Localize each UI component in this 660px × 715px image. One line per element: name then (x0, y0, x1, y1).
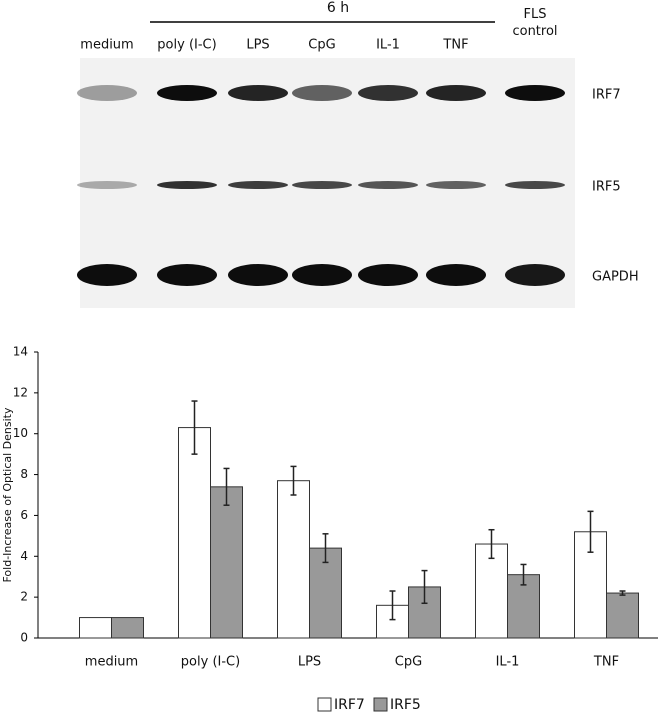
x-tick-label: medium (85, 655, 138, 670)
legend-swatch (373, 697, 388, 712)
y-tick-label: 10 (13, 426, 28, 440)
bar (606, 592, 639, 639)
y-tick-label: 0 (20, 631, 28, 645)
blot-band (358, 264, 418, 286)
x-tick-label: poly (I-C) (181, 655, 240, 670)
y-tick-label: 6 (20, 508, 28, 522)
blot-band (157, 264, 217, 286)
x-tick-label: IL-1 (496, 655, 520, 670)
blot-band (77, 181, 137, 189)
x-tick-label: LPS (298, 655, 321, 670)
lane-label: CpG (308, 38, 335, 53)
bar (111, 617, 144, 639)
lane-label: LPS (246, 38, 269, 53)
x-tick-label: CpG (395, 655, 422, 670)
y-tick-label: 12 (13, 385, 28, 399)
blot-band (505, 181, 565, 189)
lane-label: IL-1 (376, 38, 400, 53)
blot-band (358, 181, 418, 189)
blot-band (505, 264, 565, 286)
blot-band (157, 85, 217, 101)
lane-label: TNF (442, 38, 468, 53)
bar (277, 480, 310, 639)
lane-label: FLS control (512, 7, 558, 39)
blot-band (292, 264, 352, 286)
blot-band (77, 264, 137, 286)
blot: medium poly (I-C) LPS CpG IL-1 TNF IRF7 IRF5 GAP… (77, 38, 639, 286)
legend-label: IRF5 (390, 697, 421, 713)
lane-label: poly (I-C) (157, 38, 216, 53)
time-label: 6 h (327, 0, 349, 16)
x-tick-label: TNF (593, 655, 619, 670)
blot-band (157, 181, 217, 189)
blot-band (426, 85, 486, 101)
bar (178, 427, 211, 639)
y-axis-title: Fold-Increase of Optical Density (1, 407, 14, 582)
y-tick-label: 8 (20, 467, 28, 481)
blot-band (228, 181, 288, 189)
blot-band (292, 85, 352, 101)
row-label: IRF5 (592, 180, 621, 195)
bar-chart: Fold-Increase of Optical Density 0 2 4 6 8 10 1… (1, 345, 658, 713)
y-tick-label: 2 (20, 590, 28, 604)
lane-label: medium (80, 38, 133, 53)
blot-band (426, 181, 486, 189)
legend-label: IRF7 (334, 697, 365, 713)
blot-band (77, 85, 137, 101)
blot-band (358, 85, 418, 101)
y-tick-label: 4 (20, 549, 28, 563)
legend-swatch (317, 697, 332, 712)
bar (79, 617, 112, 639)
blot-band (228, 264, 288, 286)
blot-band (292, 181, 352, 189)
row-label: GAPDH (592, 270, 639, 285)
blot-band (505, 85, 565, 101)
row-label: IRF7 (592, 88, 621, 103)
bar (210, 486, 243, 639)
blot-band (228, 85, 288, 101)
y-tick-label: 14 (13, 345, 28, 359)
blot-band (426, 264, 486, 286)
